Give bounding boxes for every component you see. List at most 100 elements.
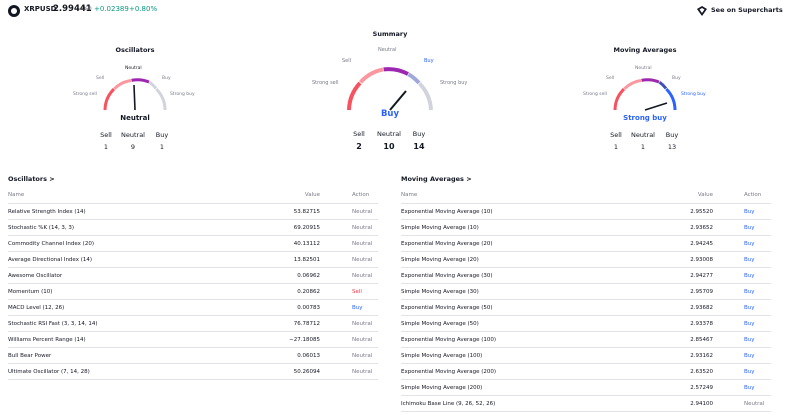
indicator-name[interactable]: Exponential Moving Average (100) — [401, 337, 497, 343]
table-row: Stochastic %K (14, 3, 3) 69.20915 Neutral — [8, 220, 378, 236]
xrp-logo-icon — [8, 5, 20, 17]
indicator-name[interactable]: Simple Moving Average (50) — [401, 321, 479, 327]
table-row: Exponential Moving Average (30) 2.94277 Bu… — [401, 268, 771, 284]
table-row: Exponential Moving Average (20) 2.94245 Bu… — [401, 236, 771, 252]
indicator-name[interactable]: Simple Moving Average (20) — [401, 257, 479, 263]
indicator-name[interactable]: Commodity Channel Index (20) — [8, 241, 94, 247]
table-row: Commodity Channel Index (20) 40.13112 Neut… — [8, 236, 378, 252]
summary-gauge — [347, 67, 433, 111]
indicator-name[interactable]: Exponential Moving Average (30) — [401, 273, 493, 279]
oscillators-label-buy: Buy — [162, 76, 171, 81]
oscillators-label-strong-buy: Strong buy — [170, 92, 195, 97]
indicator-value: 2.93008 — [690, 257, 713, 263]
indicator-action: Neutral — [352, 273, 373, 279]
table-row: Simple Moving Average (20) 2.93008 Buy — [401, 252, 771, 268]
table-row: Simple Moving Average (200) 2.57249 Buy — [401, 380, 771, 396]
indicator-name[interactable]: Simple Moving Average (30) — [401, 289, 479, 295]
indicator-value: 2.93378 — [690, 321, 713, 327]
indicator-name[interactable]: Exponential Moving Average (10) — [401, 209, 493, 215]
indicator-value: 2.94100 — [690, 401, 713, 407]
table-row: Stochastic RSI Fast (3, 3, 14, 14) 76.787… — [8, 316, 378, 332]
column-action-header: Action — [744, 192, 762, 198]
table-row: Exponential Moving Average (100) 2.85467 B… — [401, 332, 771, 348]
indicator-name[interactable]: Ichimoku Base Line (9, 26, 52, 26) — [401, 401, 496, 407]
table-row: Average Directional Index (14) 13.82501 Ne… — [8, 252, 378, 268]
ma-gauge-title: Moving Averages — [613, 46, 677, 54]
moving-averages-table-body: Exponential Moving Average (10) 2.95520 Bu… — [401, 204, 771, 412]
moving-averages-section-link[interactable]: Moving Averages > — [401, 175, 472, 183]
indicator-name[interactable]: Exponential Moving Average (20) — [401, 241, 493, 247]
indicator-value: −27.18085 — [289, 337, 320, 343]
ma-neutral-count: Neutral 1 — [631, 131, 655, 151]
column-value-header: Value — [697, 192, 713, 198]
indicator-name[interactable]: Stochastic %K (14, 3, 3) — [8, 225, 75, 231]
indicator-action: Buy — [744, 289, 755, 295]
indicator-value: 2.95709 — [690, 289, 713, 295]
column-name-header: Name — [401, 192, 418, 198]
table-row: Momentum (10) 0.20862 Sell — [8, 284, 378, 300]
table-row: Simple Moving Average (100) 2.93162 Buy — [401, 348, 771, 364]
indicator-name[interactable]: MACD Level (12, 26) — [8, 305, 65, 311]
ma-label-strong-buy: Strong buy — [681, 92, 706, 97]
indicator-name[interactable]: Exponential Moving Average (200) — [401, 369, 497, 375]
indicator-action: Buy — [744, 225, 755, 231]
indicator-name[interactable]: Simple Moving Average (200) — [401, 385, 483, 391]
oscillators-table-header: Name Value Action — [8, 187, 378, 204]
symbol-name[interactable]: XRPUSD — [24, 5, 57, 13]
indicator-name[interactable]: Momentum (10) — [8, 289, 53, 295]
price-change: +0.02389 — [94, 5, 129, 13]
indicator-action: Buy — [744, 273, 755, 279]
indicator-action: Sell — [352, 289, 362, 295]
table-row: Ichimoku Base Line (9, 26, 52, 26) 2.9410… — [401, 396, 771, 412]
oscillators-label-neutral: Neutral — [125, 66, 142, 71]
indicator-action: Buy — [744, 369, 755, 375]
indicator-action: Buy — [744, 257, 755, 263]
oscillators-table: Name Value Action Relative Strength Inde… — [8, 187, 378, 380]
indicator-name[interactable]: Simple Moving Average (100) — [401, 353, 483, 359]
indicator-name[interactable]: Awesome Oscillator — [8, 273, 63, 279]
indicator-action: Neutral — [352, 225, 373, 231]
indicator-name[interactable]: Williams Percent Range (14) — [8, 337, 86, 343]
summary-label-strong-sell: Strong sell — [312, 80, 339, 86]
indicator-name[interactable]: Bull Bear Power — [8, 353, 52, 359]
indicator-value: 0.06962 — [297, 273, 320, 279]
indicator-action: Neutral — [352, 257, 373, 263]
indicator-name[interactable]: Stochastic RSI Fast (3, 3, 14, 14) — [8, 321, 98, 327]
table-row: Awesome Oscillator 0.06962 Neutral — [8, 268, 378, 284]
chevron-right-icon: > — [466, 175, 472, 183]
column-value-header: Value — [304, 192, 320, 198]
indicator-name[interactable]: Average Directional Index (14) — [8, 257, 93, 263]
indicator-name[interactable]: Simple Moving Average (10) — [401, 225, 479, 231]
summary-label-sell: Sell — [342, 58, 352, 64]
table-row: Ultimate Oscillator (7, 14, 28) 50.26094 N… — [8, 364, 378, 380]
indicator-value: 2.57249 — [690, 385, 713, 391]
table-row: MACD Level (12, 26) 0.00783 Buy — [8, 300, 378, 316]
table-row: Bull Bear Power 0.06013 Neutral — [8, 348, 378, 364]
price-change-percent: +0.80% — [129, 5, 158, 13]
summary-neutral-count: Neutral 10 — [377, 130, 401, 151]
ma-buy-count: Buy 13 — [665, 131, 679, 151]
indicator-value: 0.20862 — [297, 289, 320, 295]
moving-averages-table: Name Value Action Exponential Moving Ave… — [401, 187, 771, 412]
indicator-action: Buy — [744, 305, 755, 311]
oscillators-section-link[interactable]: Oscillators > — [8, 175, 55, 183]
indicator-action: Neutral — [352, 209, 373, 215]
ma-gauge-value: Strong buy — [623, 114, 667, 122]
indicator-value: 2.95520 — [690, 209, 713, 215]
last-price: 2.99441 — [53, 4, 92, 14]
indicator-name[interactable]: Relative Strength Index (14) — [8, 209, 86, 215]
see-on-supercharts-link[interactable]: See on Supercharts — [711, 6, 783, 14]
indicator-name[interactable]: Exponential Moving Average (50) — [401, 305, 493, 311]
indicator-value: 2.93162 — [690, 353, 713, 359]
indicator-action: Neutral — [352, 321, 373, 327]
indicator-action: Buy — [352, 305, 363, 311]
indicator-value: 13.82501 — [293, 257, 320, 263]
oscillators-gauge-title: Oscillators — [115, 46, 155, 54]
indicator-value: 2.85467 — [690, 337, 713, 343]
ma-gauge — [613, 78, 677, 111]
table-row: Exponential Moving Average (10) 2.95520 Bu… — [401, 204, 771, 220]
indicator-action: Buy — [744, 337, 755, 343]
supercharts-icon[interactable] — [696, 5, 708, 17]
oscillators-gauge — [103, 78, 167, 111]
indicator-name[interactable]: Ultimate Oscillator (7, 14, 28) — [8, 369, 90, 375]
